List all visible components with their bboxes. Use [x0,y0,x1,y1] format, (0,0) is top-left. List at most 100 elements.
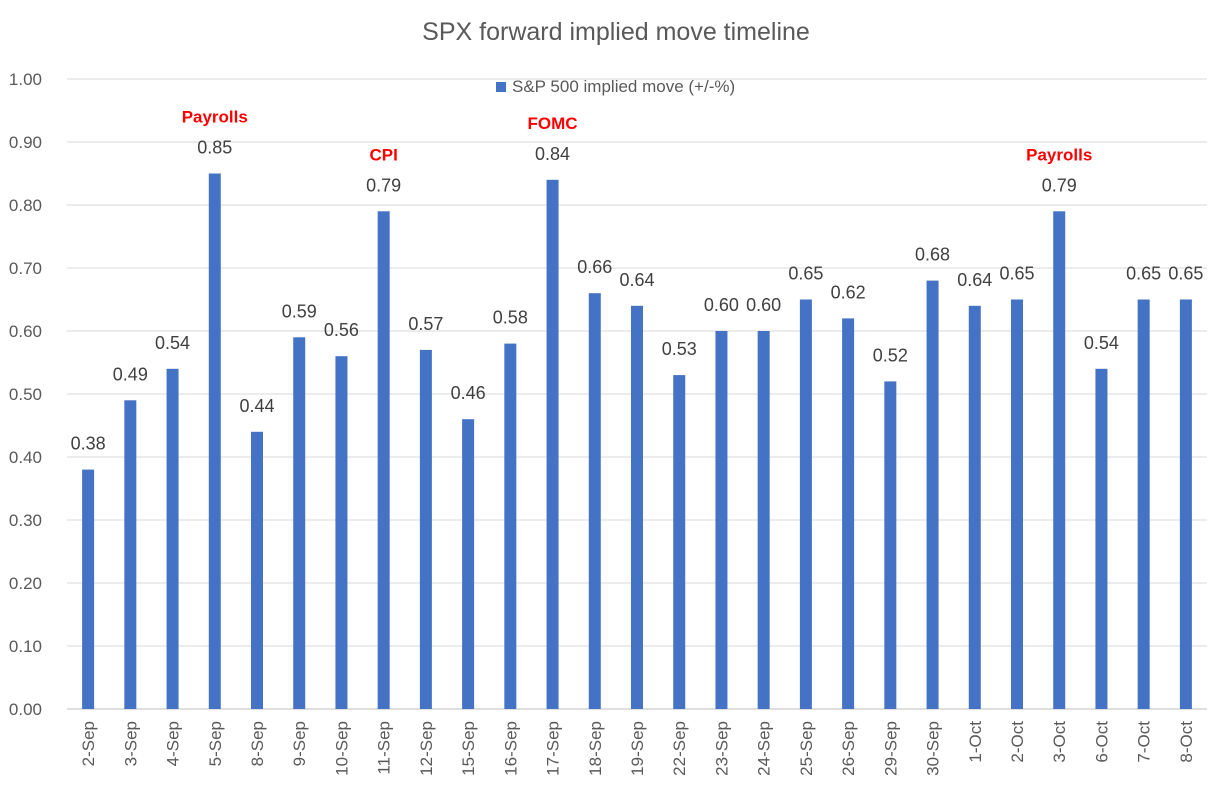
data-label: 0.57 [408,314,443,334]
bar [968,305,981,709]
data-label: 0.85 [197,138,232,158]
bar [82,469,95,709]
bar [588,293,601,709]
bar [884,381,897,709]
x-tick-label: 10-Sep [332,721,351,776]
x-tick-label: 16-Sep [501,721,520,776]
x-tick-label: 8-Oct [1177,721,1196,763]
x-tick-label: 19-Sep [628,721,647,776]
event-annotation: Payrolls [182,108,248,127]
data-label: 0.65 [1126,264,1161,284]
bar [1179,299,1192,709]
data-labels: 0.38 0.49 0.54 0.85 0.44 0.59 0.56 0.79 0.57 0.46… [71,138,1204,454]
y-tick-label: 0.40 [9,448,42,467]
data-label: 0.38 [71,434,106,454]
x-tick-label: 2-Oct [1008,721,1027,763]
y-tick-label: 0.10 [9,637,42,656]
x-tick-label: 18-Sep [586,721,605,776]
x-tick-label: 22-Sep [670,721,689,776]
x-tick-label: 6-Oct [1092,721,1111,763]
bar [166,368,179,709]
x-tick-label: 29-Sep [881,721,900,776]
event-annotation: CPI [369,145,397,164]
bar [1095,368,1108,709]
legend: S&P 500 implied move (+/-%) [496,77,735,97]
bar [419,349,432,709]
y-tick-label: 1.00 [9,70,42,89]
bar [546,179,559,710]
data-label: 0.68 [915,245,950,265]
data-label: 0.52 [873,345,908,365]
x-tick-label: 9-Sep [290,721,309,766]
data-label: 0.64 [957,270,992,290]
bar [673,375,686,709]
y-tick-label: 0.90 [9,133,42,152]
data-label: 0.84 [535,144,570,164]
event-annotation: Payrolls [1026,145,1092,164]
bar [251,431,263,709]
bars [82,173,1192,710]
bar [715,331,728,709]
y-tick-label: 0.20 [9,574,42,593]
bar [757,331,770,709]
y-tick-label: 0.60 [9,322,42,341]
bar [842,318,855,709]
bar [293,337,306,709]
x-tick-label: 3-Sep [121,721,140,766]
data-label: 0.54 [155,333,190,353]
x-tick-label: 2-Sep [79,721,98,766]
data-label: 0.56 [324,320,359,340]
data-label: 0.62 [831,282,866,302]
bar [208,173,221,709]
x-tick-label: 8-Sep [248,721,267,766]
bar [799,299,812,709]
data-label: 0.65 [1168,264,1203,284]
data-label: 0.64 [619,270,654,290]
y-tick-label: 0.70 [9,259,42,278]
data-label: 0.60 [704,295,739,315]
y-tick-label: 0.30 [9,511,42,530]
bar [1137,299,1150,709]
legend-swatch [496,82,506,92]
x-tick-label: 11-Sep [375,721,394,775]
data-label: 0.49 [113,364,148,384]
data-label: 0.58 [493,308,528,328]
x-tick-label: 17-Sep [544,721,563,776]
data-label: 0.46 [451,383,486,403]
event-annotations: Payrolls CPI FOMC Payrolls [182,108,1093,165]
bar [504,343,517,709]
data-label: 0.66 [577,257,612,277]
data-label: 0.65 [999,264,1034,284]
bar [926,280,939,709]
x-tick-label: 30-Sep [924,721,943,776]
bar [631,305,643,709]
event-annotation: FOMC [528,114,578,133]
data-label: 0.44 [239,396,274,416]
data-label: 0.53 [662,339,697,359]
chart-title: SPX forward implied move timeline [422,18,810,46]
bar [335,356,348,709]
bar [1011,299,1023,709]
x-tick-label: 4-Sep [164,721,183,766]
x-tick-label: 7-Oct [1135,721,1154,763]
data-label: 0.79 [1042,175,1077,195]
data-label: 0.60 [746,295,781,315]
bar [377,211,390,710]
bar [1053,211,1066,710]
x-tick-label: 1-Oct [966,721,985,763]
legend-label: S&P 500 implied move (+/-%) [512,77,736,96]
x-tick-label: 26-Sep [839,721,858,776]
bar [124,400,137,709]
x-tick-label: 23-Sep [712,721,731,776]
data-label: 0.59 [282,301,317,321]
x-tick-label: 24-Sep [755,721,774,776]
x-tick-label: 3-Oct [1050,721,1069,763]
data-label: 0.65 [788,264,823,284]
y-axis-ticks: 0.00 0.10 0.20 0.30 0.40 0.50 0.60 0.70 0.80 0.90… [9,70,42,719]
data-label: 0.79 [366,175,401,195]
y-tick-label: 0.50 [9,385,42,404]
bar [462,419,475,709]
x-tick-label: 5-Sep [206,721,225,766]
x-tick-label: 12-Sep [417,721,436,776]
